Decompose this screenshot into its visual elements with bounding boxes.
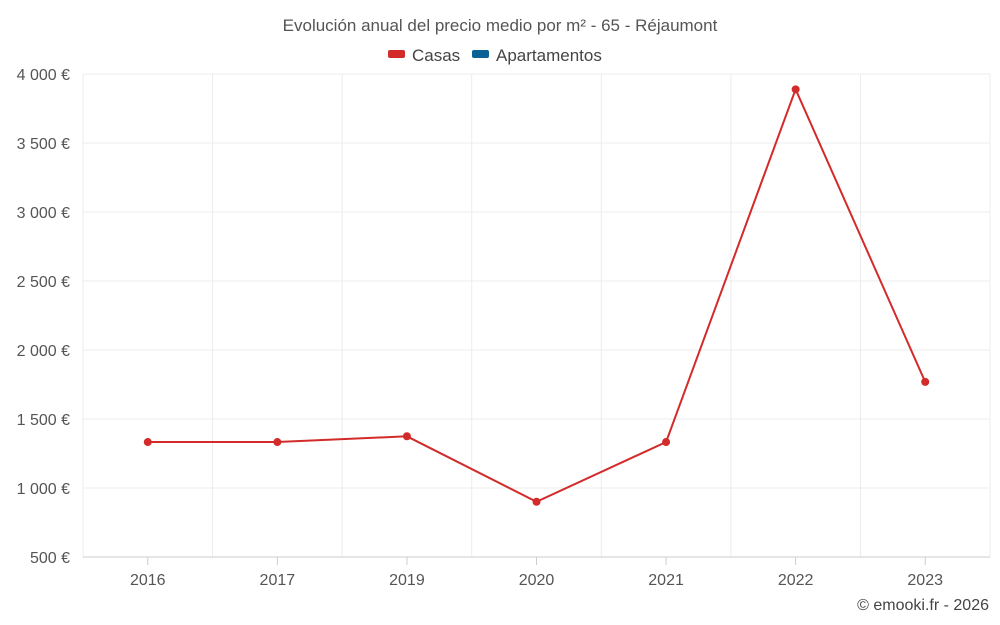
x-tick-label: 2020: [519, 572, 555, 589]
x-tick-label: 2016: [130, 572, 166, 589]
credit-text: © emooki.fr - 2026: [857, 597, 989, 614]
x-tick-label: 2023: [907, 572, 943, 589]
data-point-casas-2023[interactable]: [921, 377, 930, 386]
y-tick-label: 500 €: [30, 550, 70, 567]
y-tick-label: 4 000 €: [17, 67, 70, 84]
y-tick-label: 1 500 €: [17, 412, 70, 429]
x-tick-label: 2019: [389, 572, 425, 589]
y-tick-label: 1 000 €: [17, 481, 70, 498]
y-tick-label: 2 000 €: [17, 343, 70, 360]
y-tick-label: 2 500 €: [17, 274, 70, 291]
series-casas: [143, 85, 930, 506]
legend: Casas Apartamentos: [388, 46, 602, 65]
chart-title: Evolución anual del precio medio por m² …: [283, 16, 718, 35]
series-line-casas: [147, 86, 927, 503]
y-axis: 500 € 1 000 € 1 500 € 2 000 € 2 500 € 3 000 €…: [17, 67, 70, 567]
data-point-casas-2017[interactable]: [273, 438, 282, 447]
x-tick-label: 2022: [778, 572, 814, 589]
y-tick-label: 3 000 €: [17, 205, 70, 222]
legend-label-apartamentos: Apartamentos: [496, 46, 602, 65]
data-point-casas-2021[interactable]: [662, 438, 671, 447]
data-point-casas-2022[interactable]: [791, 85, 800, 94]
data-point-casas-2020[interactable]: [532, 497, 541, 506]
x-tick-label: 2021: [648, 572, 684, 589]
data-point-casas-2016[interactable]: [143, 438, 152, 447]
legend-item-casas[interactable]: Casas: [388, 46, 460, 65]
legend-item-apartamentos[interactable]: Apartamentos: [472, 46, 602, 65]
legend-swatch-apartamentos: [472, 50, 489, 58]
x-axis: 2016 2017 2019 2020 2021 2022 2023: [83, 556, 990, 589]
legend-swatch-casas: [388, 50, 405, 58]
x-tick-label: 2017: [260, 572, 296, 589]
grid: [82, 73, 991, 557]
y-tick-label: 3 500 €: [17, 136, 70, 153]
data-point-casas-2019[interactable]: [402, 432, 411, 441]
legend-label-casas: Casas: [412, 46, 460, 65]
